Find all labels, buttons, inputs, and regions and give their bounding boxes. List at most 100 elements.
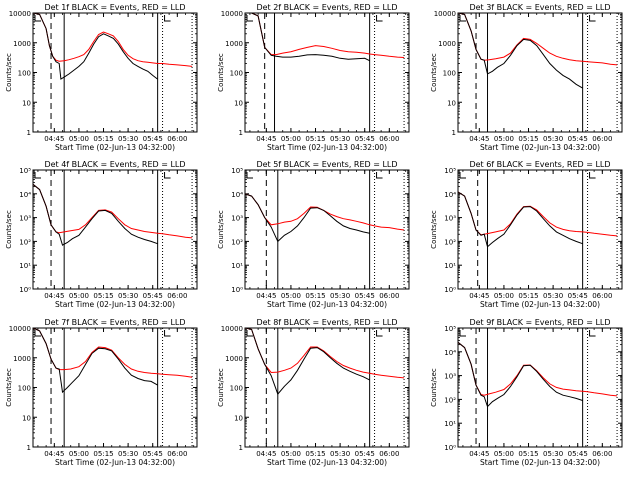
y-tick-label: 100 — [18, 385, 31, 393]
corner-bracket-left — [459, 15, 466, 22]
y-tick-label: 10 — [22, 99, 31, 107]
y-tick-label: 10 — [447, 99, 456, 107]
x-axis-ticks: 04:45 05:00 05:15 05:30 05:45 06:00 — [249, 328, 407, 458]
corner-bracket-right — [164, 172, 171, 179]
x-axis-ticks: 04:45 05:00 05:15 05:30 05:45 06:00 — [249, 170, 407, 300]
y-tick-label: 1 — [27, 444, 31, 452]
x-tick-label: 04:45 — [44, 135, 64, 143]
x-axis-label: Start Time (02-Jun-13 04:32:00) — [267, 300, 387, 309]
y-axis-label: Counts/sec — [217, 210, 225, 249]
y-tick-label: 10⁰ — [231, 286, 243, 294]
x-tick-label: 04:45 — [44, 292, 64, 300]
x-axis-label: Start Time (02-Jun-13 04:32:00) — [480, 458, 600, 467]
x-tick-label: 06:00 — [167, 292, 187, 300]
corner-bracket-left — [246, 330, 253, 337]
x-tick-label: 04:45 — [469, 135, 489, 143]
x-axis-label: Start Time (02-Jun-13 04:32:00) — [55, 300, 175, 309]
y-axis-label: Counts/sec — [217, 53, 225, 92]
x-tick-label: 06:00 — [167, 135, 187, 143]
x-tick-label: 06:00 — [592, 292, 612, 300]
y-tick-label: 10³ — [444, 215, 456, 223]
y-tick-label: 10³ — [19, 215, 31, 223]
panel-title: Det 6f BLACK = Events, RED = LLD — [469, 160, 610, 169]
y-axis-ticks: 1 10 100 1000 10000 — [9, 325, 197, 452]
time-markers — [459, 328, 618, 447]
corner-bracket-right — [376, 172, 383, 179]
y-tick-label: 1 — [27, 129, 31, 137]
y-tick-label: 10² — [444, 396, 456, 404]
y-tick-label: 10⁵ — [19, 167, 31, 175]
y-tick-label: 10 — [22, 414, 31, 422]
corner-bracket-left — [246, 15, 253, 22]
x-tick-label: 05:00 — [281, 450, 301, 458]
y-tick-label: 10⁵ — [231, 167, 243, 175]
x-axis-label: Start Time (02-Jun-13 04:32:00) — [55, 143, 175, 152]
x-tick-label: 05:15 — [93, 450, 113, 458]
x-axis-ticks: 04:45 05:00 05:15 05:30 05:45 06:00 — [249, 13, 407, 143]
x-tick-label: 05:15 — [93, 292, 113, 300]
detector-panel-2: Det 2f BLACK = Events, RED = LLD 1 10 100 10… — [217, 3, 410, 152]
x-tick-label: 05:30 — [543, 450, 563, 458]
x-tick-label: 05:45 — [568, 292, 588, 300]
series-line-events — [245, 193, 370, 243]
y-tick-label: 10² — [231, 238, 243, 246]
y-tick-label: 10⁵ — [444, 167, 456, 175]
y-tick-label: 10000 — [434, 10, 456, 18]
x-axis-label: Start Time (02-Jun-13 04:32:00) — [480, 300, 600, 309]
y-axis-label: Counts/sec — [430, 53, 438, 92]
panel-title: Det 7f BLACK = Events, RED = LLD — [44, 318, 185, 327]
x-axis-ticks: 04:45 05:00 05:15 05:30 05:45 06:00 — [37, 170, 195, 300]
detector-panel-8: Det 8f BLACK = Events, RED = LLD 1 10 100 10… — [217, 318, 410, 467]
y-tick-label: 10⁴ — [19, 191, 31, 199]
x-tick-label: 06:00 — [592, 450, 612, 458]
time-markers — [459, 170, 618, 289]
y-tick-label: 1000 — [438, 40, 456, 48]
x-tick-label: 06:00 — [592, 135, 612, 143]
x-tick-label: 05:00 — [281, 135, 301, 143]
y-axis-label: Counts/sec — [5, 53, 13, 92]
x-tick-label: 05:30 — [330, 135, 350, 143]
x-tick-label: 05:15 — [518, 135, 538, 143]
panel-title: Det 9f BLACK = Events, RED = LLD — [469, 318, 610, 327]
y-tick-label: 1000 — [13, 40, 31, 48]
data-series — [33, 183, 193, 246]
x-tick-label: 05:30 — [543, 135, 563, 143]
y-tick-label: 10000 — [221, 10, 243, 18]
y-tick-label: 10⁴ — [444, 349, 456, 357]
series-line-events — [245, 13, 370, 62]
y-tick-label: 10³ — [444, 373, 456, 381]
data-series — [33, 328, 193, 394]
detector-panel-7: Det 7f BLACK = Events, RED = LLD 1 10 100 10… — [5, 318, 198, 467]
data-series — [33, 13, 193, 80]
detector-panel-9: Det 9f BLACK = Events, RED = LLD10⁰10¹10… — [430, 318, 623, 467]
x-tick-label: 05:00 — [69, 450, 89, 458]
x-axis-ticks: 04:45 05:00 05:15 05:30 05:45 06:00 — [462, 13, 620, 143]
x-tick-label: 05:45 — [143, 292, 163, 300]
y-axis-label: Counts/sec — [430, 210, 438, 249]
y-tick-label: 10¹ — [444, 420, 456, 428]
panel-title: Det 8f BLACK = Events, RED = LLD — [256, 318, 397, 327]
y-axis-ticks: 10⁰ 10¹ 10² 10³ 10⁴ 10⁵ — [444, 325, 622, 452]
corner-bracket-right — [589, 15, 596, 22]
panel-title: Det 5f BLACK = Events, RED = LLD — [256, 160, 397, 169]
y-tick-label: 100 — [443, 70, 456, 78]
x-tick-label: 05:00 — [494, 450, 514, 458]
x-tick-label: 06:00 — [167, 450, 187, 458]
y-tick-label: 1 — [452, 129, 456, 137]
y-tick-label: 10¹ — [444, 262, 456, 270]
corner-bracket-right — [376, 15, 383, 22]
y-tick-label: 10 — [234, 414, 243, 422]
data-series — [458, 191, 618, 248]
time-markers — [34, 170, 193, 289]
detector-panel-3: Det 3f BLACK = Events, RED = LLD 1 10 100 10… — [430, 3, 623, 152]
panel-title: Det 4f BLACK = Events, RED = LLD — [44, 160, 185, 169]
series-line-lld — [33, 13, 193, 67]
data-series — [458, 13, 618, 89]
y-tick-label: 100 — [230, 385, 243, 393]
plot-frame — [457, 169, 623, 290]
y-axis-label: Counts/sec — [430, 368, 438, 407]
y-axis-ticks: 10⁰ 10¹ 10² 10³ 10⁴ 10⁵ — [19, 167, 197, 294]
x-axis-label: Start Time (02-Jun-13 04:32:00) — [480, 143, 600, 152]
x-tick-label: 04:45 — [256, 450, 276, 458]
x-tick-label: 04:45 — [44, 450, 64, 458]
